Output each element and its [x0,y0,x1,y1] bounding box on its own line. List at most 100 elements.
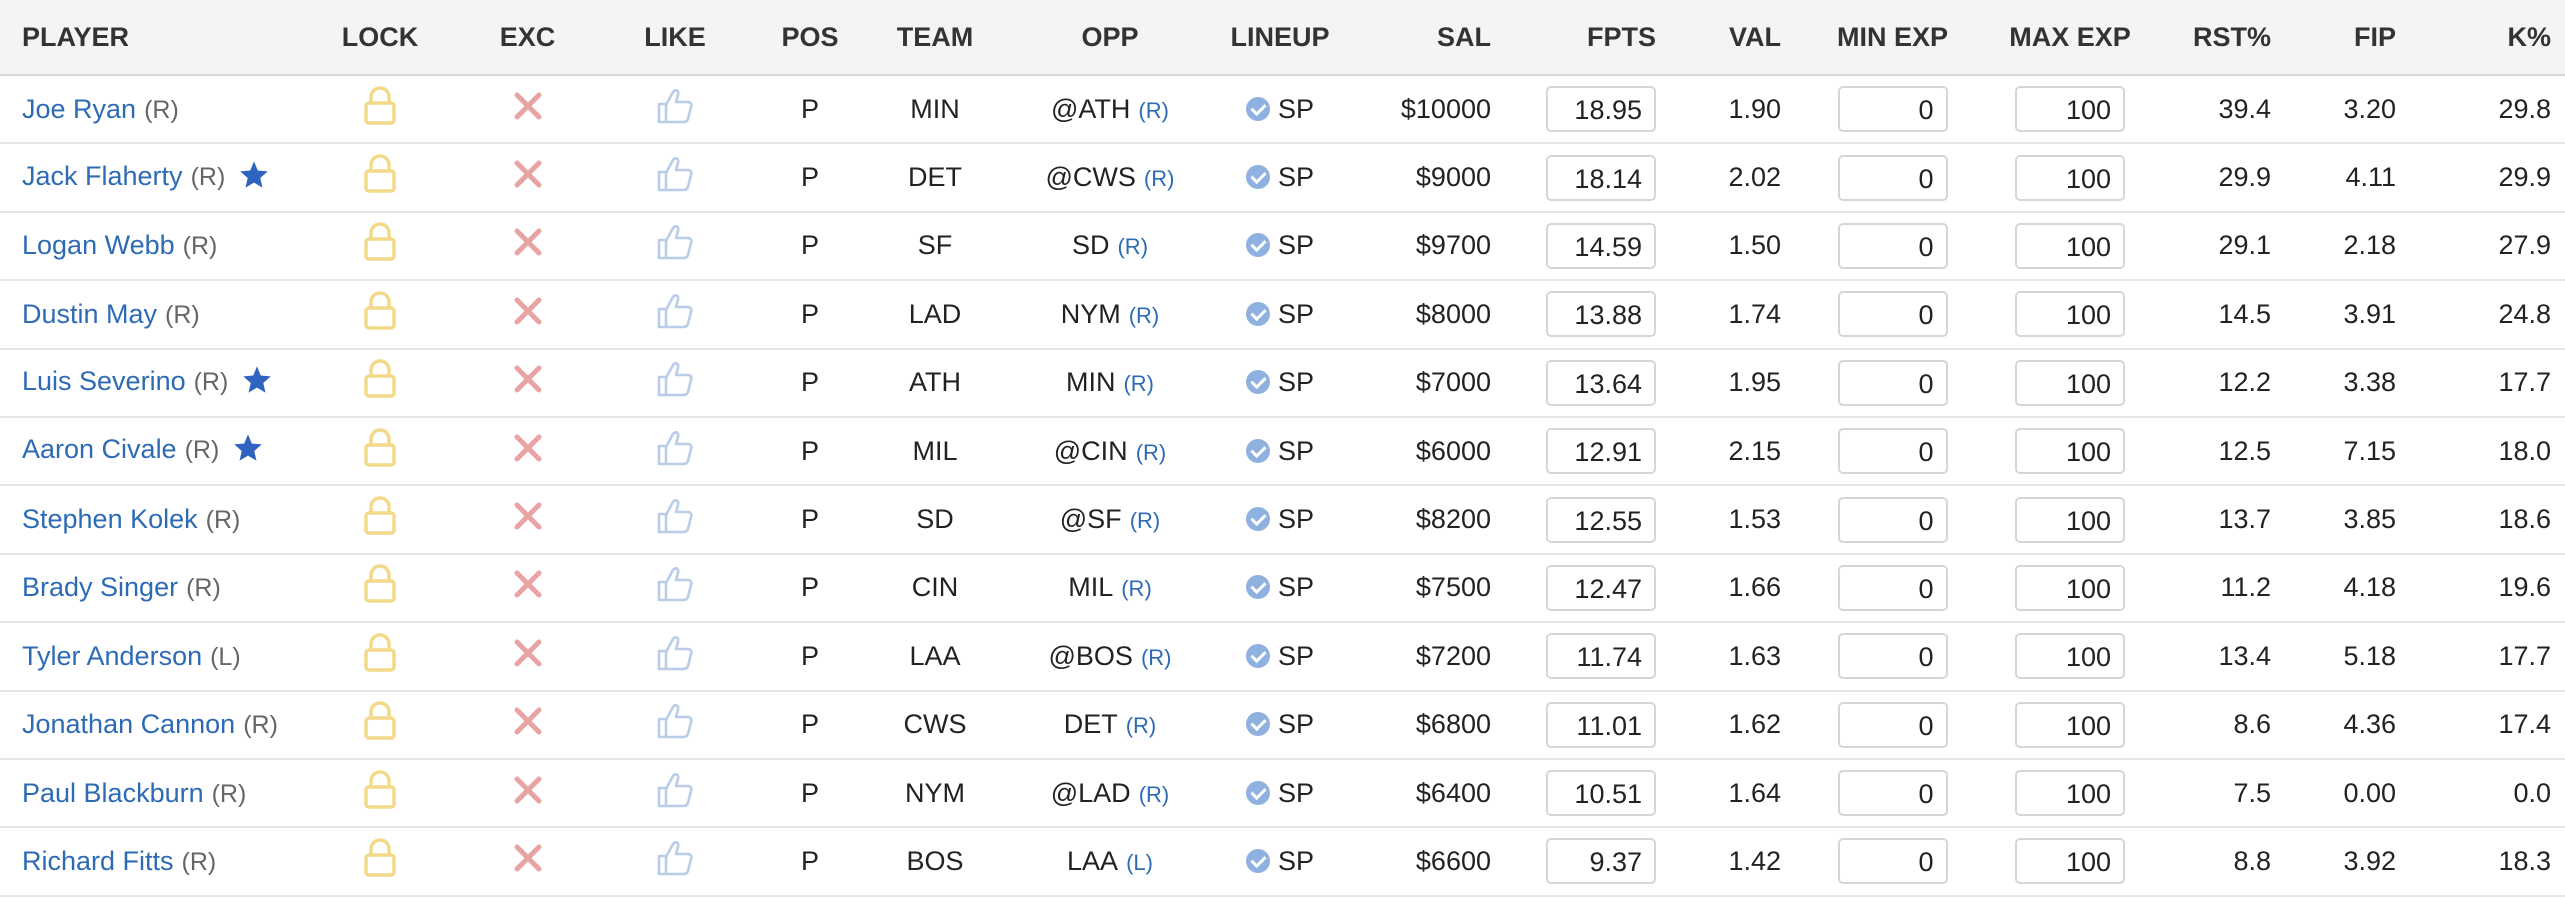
col-val[interactable]: VAL [1670,0,1795,76]
col-exc[interactable]: EXC [460,0,595,76]
min-exp-input[interactable]: 0 [1837,838,1948,885]
min-exp-input[interactable]: 0 [1837,222,1948,269]
lock-icon[interactable] [362,564,398,611]
thumbs-up-icon[interactable] [655,429,695,474]
min-exp-input[interactable]: 0 [1837,291,1948,338]
thumbs-up-icon[interactable] [655,87,695,132]
lock-icon[interactable] [362,496,398,543]
fpts-input[interactable]: 11.01 [1546,701,1656,748]
x-icon[interactable] [512,432,544,471]
col-max-exp[interactable]: MAX EXP [1990,0,2150,76]
lock-icon[interactable] [362,427,398,475]
thumbs-up-icon[interactable] [655,634,695,679]
min-exp-input[interactable]: 0 [1837,564,1948,611]
max-exp-input[interactable]: 100 [2015,564,2125,611]
player-name-link[interactable]: Stephen Kolek [22,504,198,535]
col-like[interactable]: LIKE [595,0,755,76]
thumbs-up-icon[interactable] [655,360,695,405]
col-player[interactable]: PLAYER [0,0,300,76]
fpts-input[interactable]: 11.74 [1546,633,1656,680]
max-exp-input[interactable]: 100 [2015,222,2125,269]
max-exp-input[interactable]: 100 [2015,291,2125,338]
lock-icon[interactable] [362,633,398,680]
col-opp[interactable]: OPP [1005,0,1215,76]
player-name-link[interactable]: Logan Webb [22,230,175,261]
fpts-input[interactable]: 12.55 [1546,496,1656,543]
min-exp-input[interactable]: 0 [1837,359,1948,406]
max-exp-input[interactable]: 100 [2015,770,2125,817]
min-exp-input[interactable]: 0 [1837,86,1948,133]
thumbs-up-icon[interactable] [655,223,695,268]
lock-icon[interactable] [362,769,398,817]
x-icon[interactable] [512,568,544,607]
lock-icon[interactable] [362,222,398,269]
thumbs-up-icon[interactable] [655,155,695,200]
fpts-input[interactable]: 12.91 [1546,428,1656,475]
col-pos[interactable]: POS [755,0,865,76]
player-name-link[interactable]: Richard Fitts [22,845,174,876]
x-icon[interactable] [512,500,544,539]
thumbs-up-icon[interactable] [655,771,695,816]
col-rst[interactable]: RST% [2150,0,2285,76]
thumbs-up-icon[interactable] [655,702,695,747]
col-lineup[interactable]: LINEUP [1215,0,1345,76]
lock-icon[interactable] [362,359,398,406]
max-exp-input[interactable]: 100 [2015,496,2125,543]
fpts-input[interactable]: 12.47 [1546,564,1656,611]
max-exp-input[interactable]: 100 [2015,701,2125,748]
player-name-link[interactable]: Aaron Civale [22,434,177,465]
player-name-link[interactable]: Luis Severino [22,365,186,396]
col-fpts[interactable]: FPTS [1505,0,1670,76]
col-fip[interactable]: FIP [2285,0,2410,76]
fpts-input[interactable]: 14.59 [1546,222,1656,269]
fpts-input[interactable]: 9.37 [1546,838,1656,885]
max-exp-input[interactable]: 100 [2015,154,2125,201]
thumbs-up-icon[interactable] [655,292,695,337]
lock-icon[interactable] [362,838,398,885]
x-icon[interactable] [512,226,544,265]
fpts-input[interactable]: 18.14 [1546,154,1656,201]
min-exp-input[interactable]: 0 [1837,770,1948,817]
fpts-input[interactable]: 18.95 [1546,86,1656,133]
x-icon[interactable] [512,90,544,129]
x-icon[interactable] [512,158,544,197]
min-exp-input[interactable]: 0 [1837,154,1948,201]
lock-icon[interactable] [362,85,398,133]
lock-icon[interactable] [362,154,398,201]
fpts-input[interactable]: 10.51 [1546,770,1656,817]
player-name-link[interactable]: Dustin May [22,298,158,329]
col-min-exp[interactable]: MIN EXP [1795,0,1990,76]
min-exp-input[interactable]: 0 [1837,428,1948,475]
fpts-input[interactable]: 13.64 [1546,359,1656,406]
thumbs-up-icon[interactable] [655,565,695,610]
x-icon[interactable] [512,774,544,813]
max-exp-input[interactable]: 100 [2015,86,2125,133]
lock-icon[interactable] [362,291,398,338]
fpts-input[interactable]: 13.88 [1546,291,1656,338]
min-exp-input[interactable]: 0 [1837,701,1948,748]
player-name-link[interactable]: Joe Ryan [22,93,137,124]
min-exp-input[interactable]: 0 [1837,633,1948,680]
player-name-link[interactable]: Jack Flaherty [22,160,183,191]
max-exp-input[interactable]: 100 [2015,359,2125,406]
x-icon[interactable] [512,637,544,676]
col-sal[interactable]: SAL [1345,0,1505,76]
max-exp-input[interactable]: 100 [2015,428,2125,475]
max-exp-input[interactable]: 100 [2015,633,2125,680]
x-icon[interactable] [512,842,544,881]
max-exp-input[interactable]: 100 [2015,838,2125,885]
x-icon[interactable] [512,705,544,744]
col-k[interactable]: K% [2410,0,2565,76]
col-team[interactable]: TEAM [865,0,1005,76]
x-icon[interactable] [512,363,544,402]
col-lock[interactable]: LOCK [300,0,460,76]
player-name-link[interactable]: Jonathan Cannon [22,709,236,740]
player-name-link[interactable]: Tyler Anderson [22,640,203,671]
min-exp-input[interactable]: 0 [1837,496,1948,543]
thumbs-up-icon[interactable] [655,497,695,542]
x-icon[interactable] [512,295,544,334]
thumbs-up-icon[interactable] [655,839,695,884]
lock-icon[interactable] [362,701,398,748]
player-name-link[interactable]: Brady Singer [22,572,179,603]
player-name-link[interactable]: Paul Blackburn [22,777,204,808]
